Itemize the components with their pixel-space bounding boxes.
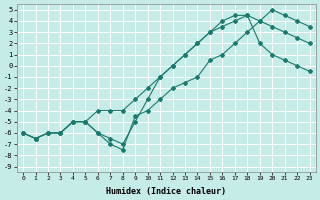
X-axis label: Humidex (Indice chaleur): Humidex (Indice chaleur) [106, 187, 226, 196]
